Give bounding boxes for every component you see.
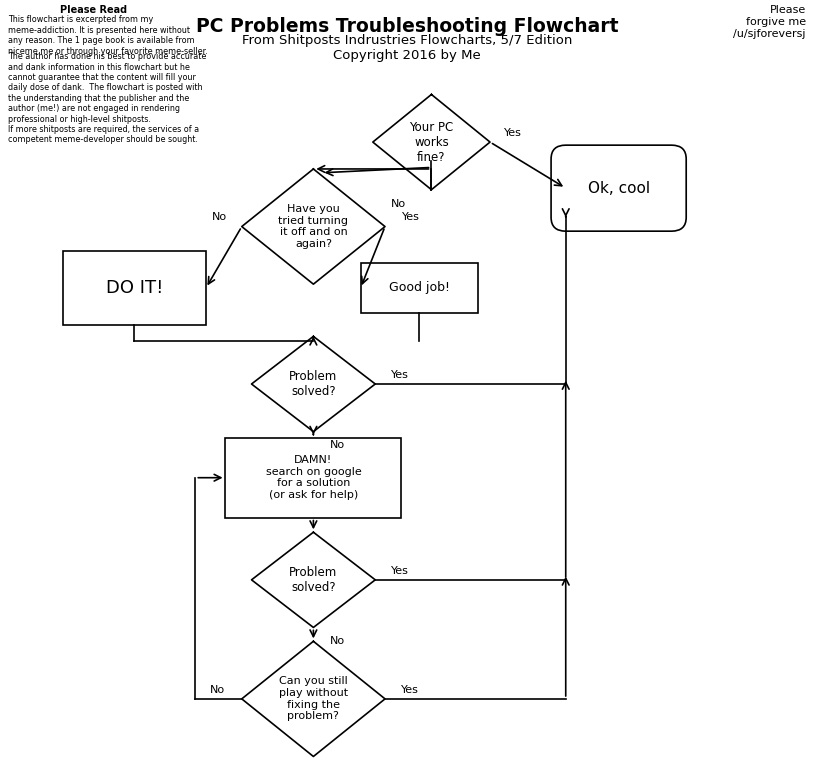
Text: No: No: [212, 212, 226, 223]
Text: Ok, cool: Ok, cool: [588, 180, 650, 196]
Text: Please Read: Please Read: [60, 5, 127, 15]
Text: Yes: Yes: [400, 684, 418, 695]
Text: From Shitposts Indrustries Flowcharts, 5/7 Edition: From Shitposts Indrustries Flowcharts, 5…: [242, 34, 572, 47]
Text: Yes: Yes: [391, 565, 409, 576]
Bar: [225, 438, 401, 518]
Text: Copyright 2016 by Me: Copyright 2016 by Me: [333, 49, 481, 62]
Bar: [361, 263, 478, 313]
Text: PC Problems Troubleshooting Flowchart: PC Problems Troubleshooting Flowchart: [195, 17, 619, 36]
Text: DO IT!: DO IT!: [106, 279, 163, 297]
Text: Have you
tried turning
it off and on
again?: Have you tried turning it off and on aga…: [278, 204, 348, 249]
Text: DAMN!
search on google
for a solution
(or ask for help): DAMN! search on google for a solution (o…: [265, 455, 361, 500]
Text: Yes: Yes: [504, 127, 522, 138]
Text: Your PC
works
fine?: Your PC works fine?: [409, 121, 453, 164]
Text: Yes: Yes: [402, 212, 420, 223]
Text: This flowchart is excerpted from my
meme-addiction. It is presented here without: This flowchart is excerpted from my meme…: [8, 15, 208, 55]
Text: Problem
solved?: Problem solved?: [289, 566, 338, 594]
Text: Good job!: Good job!: [389, 282, 449, 294]
Text: No: No: [392, 198, 406, 209]
Text: Problem
solved?: Problem solved?: [289, 370, 338, 398]
Text: No: No: [210, 684, 225, 695]
Text: Yes: Yes: [391, 369, 409, 380]
Text: Please
forgive me
/u/sjforeversj: Please forgive me /u/sjforeversj: [733, 5, 806, 38]
Text: Can you still
play without
fixing the
problem?: Can you still play without fixing the pr…: [279, 677, 348, 721]
Text: No: No: [330, 440, 345, 451]
Text: No: No: [330, 636, 345, 647]
Bar: [63, 251, 206, 325]
Text: The author has done his best to provide accurate
and dank information in this fl: The author has done his best to provide …: [8, 52, 207, 144]
